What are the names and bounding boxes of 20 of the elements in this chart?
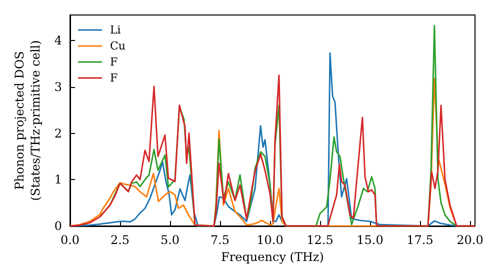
x-tick-label: 15.0 (356, 233, 384, 247)
legend-label: F (110, 56, 118, 68)
x-tick-label: 2.5 (110, 233, 130, 247)
y-tick-label: 1 (54, 172, 62, 187)
x-tick-label: 20.0 (456, 233, 484, 247)
x-tick-label: 7.5 (210, 233, 230, 247)
x-tick-label: 0.0 (60, 233, 80, 247)
y-tick-label: 0 (54, 219, 62, 233)
x-tick-label: 5.0 (160, 233, 180, 247)
x-tick-label: 10.0 (256, 233, 284, 247)
x-tick-label: 17.5 (406, 233, 434, 247)
y-tick-label: 3 (54, 80, 62, 94)
y-tick-label: 2 (54, 126, 62, 140)
legend-label: Cu (110, 40, 126, 52)
x-tick-label: 12.5 (306, 233, 334, 247)
legend-label: Li (110, 24, 122, 36)
y-tick-label: 4 (54, 34, 62, 48)
legend-label: F (110, 72, 118, 84)
x-axis-title: Frequency (THz) (221, 250, 324, 264)
y-axis-title: Phonon projected DOS (States/THz·primitive cell) (12, 40, 42, 201)
